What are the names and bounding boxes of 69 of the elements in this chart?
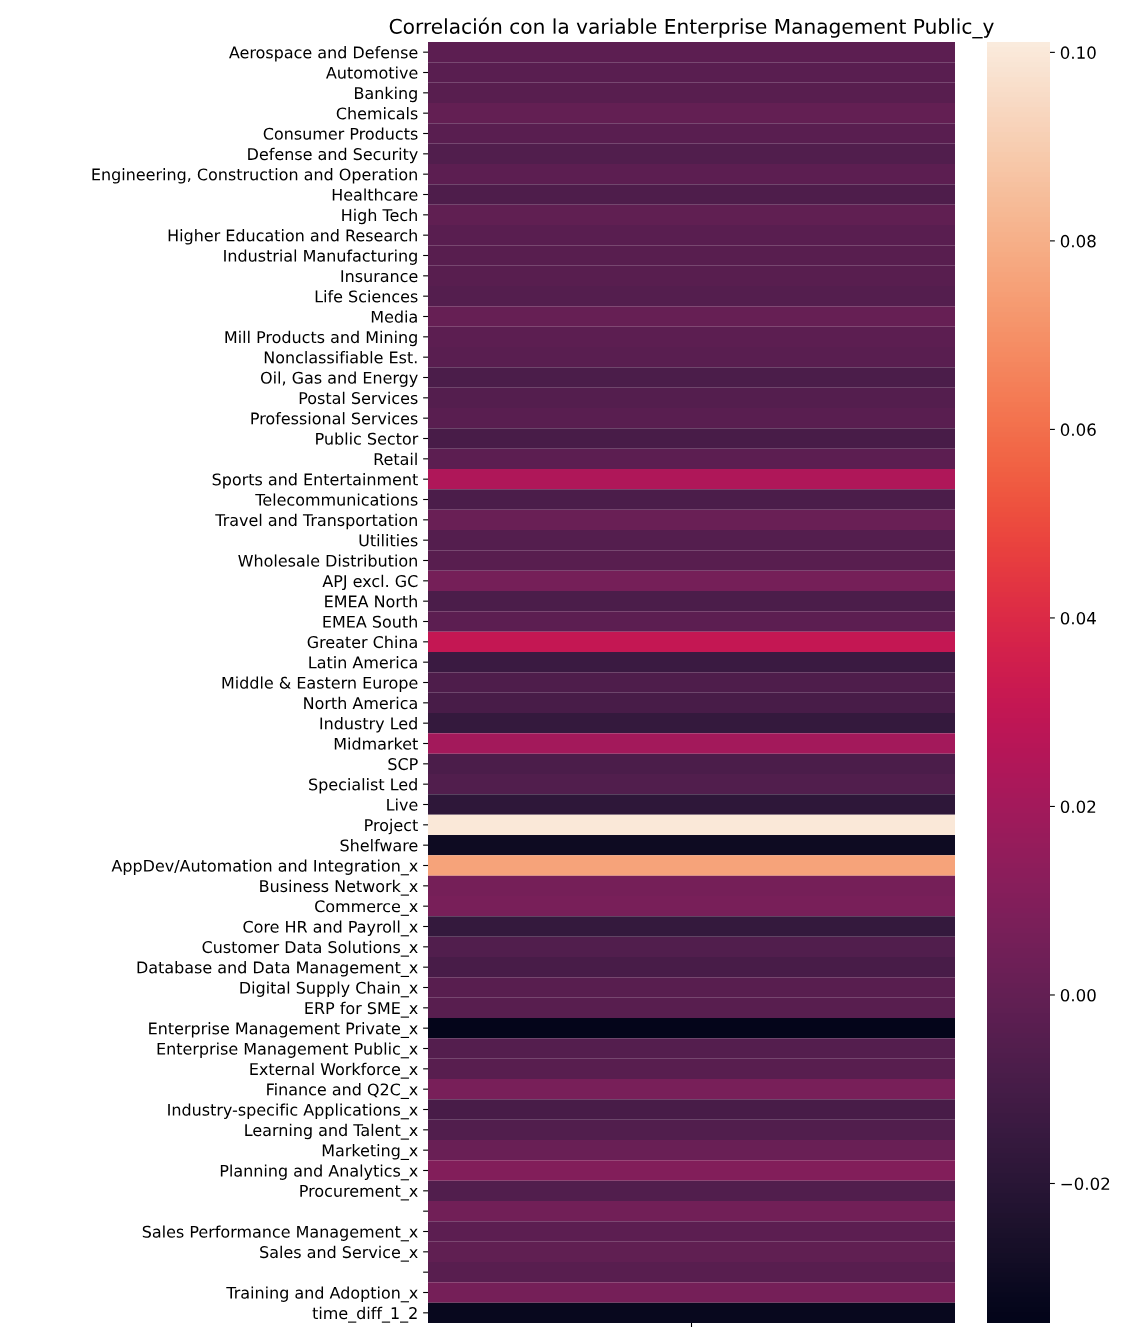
- y-tick-label: Engineering, Construction and Operation: [92, 168, 417, 184]
- y-tick-label: High Tech: [342, 208, 417, 225]
- y-tick-label: Customer Data Solutions_x: [202, 940, 418, 957]
- y-tick-label: Healthcare: [332, 188, 418, 201]
- y-tick-label: Core HR and Payroll_x: [243, 920, 418, 937]
- y-tick-label: APJ excl. GC: [322, 574, 418, 591]
- y-tick-label: Project: [365, 818, 418, 835]
- y-tick-label: External Workforce_x: [250, 1062, 418, 1079]
- y-tick-label: Consumer Products: [263, 127, 418, 140]
- y-tick-label: Postal Services: [299, 391, 418, 405]
- y-tick-label: Sports and Entertainment: [212, 473, 418, 489]
- y-tick-label: Database and Data Management_x: [137, 961, 418, 977]
- y-tick-label: Learning and Talent_x: [245, 1123, 418, 1140]
- y-tick-label: North America: [304, 696, 417, 710]
- chart-title: Correlación con la variable Enterprise Management Public_y: [389, 17, 994, 39]
- color-bar-label: 0.08: [1060, 234, 1096, 248]
- y-tick-label: Utilities: [359, 534, 418, 547]
- y-tick-label: Midmarket: [334, 737, 418, 750]
- y-tick-label: Enterprise Management Private_x: [149, 1022, 418, 1038]
- y-tick-label: Industrial Manufacturing: [224, 249, 417, 265]
- y-tick-label: ERP for SME_x: [305, 1001, 418, 1018]
- y-tick-label: Latin America: [309, 656, 417, 669]
- color-bar-label: −0.02: [1061, 1177, 1110, 1191]
- y-tick-label: Automotive: [326, 66, 418, 79]
- y-tick-label: Greater China: [307, 635, 417, 649]
- y-tick-label: Life Sciences: [315, 290, 418, 303]
- color-bar-label: 0.00: [1060, 988, 1096, 1002]
- y-tick-label: Live: [387, 798, 418, 811]
- color-bar-label: 0.02: [1060, 800, 1096, 814]
- y-tick-label: AppDev/Automation and Integration_x: [111, 859, 418, 876]
- y-tick-label: time_diff_1_2: [312, 1306, 417, 1323]
- y-tick-label: Enterprise Management Public_x: [157, 1042, 418, 1059]
- y-tick-label: Public Sector: [316, 432, 419, 445]
- y-tick-label: Insurance: [341, 270, 418, 283]
- y-tick-label: Commerce_x: [315, 900, 418, 916]
- y-tick-label: Business Network_x: [260, 879, 418, 896]
- y-tick-label: Telecommunications: [255, 493, 418, 506]
- y-tick-label: Aerospace and Defense: [229, 46, 418, 62]
- y-tick-label: Nonclassifiable Est.: [264, 351, 417, 364]
- y-tick-label: Training and Adoption_x: [226, 1286, 418, 1303]
- y-tick-label: Chemicals: [336, 107, 418, 120]
- y-tick-label: Digital Supply Chain_x: [240, 981, 418, 998]
- y-tick-label: Marketing_x: [322, 1144, 418, 1160]
- y-tick-label: SCP: [388, 758, 418, 771]
- y-tick-label: Mill Products and Mining: [225, 330, 417, 347]
- y-tick-label: Industry-specific Applications_x: [168, 1103, 418, 1120]
- y-tick-label: Higher Education and Research: [168, 229, 417, 245]
- y-tick-label: Shelfware: [340, 839, 418, 852]
- y-tick-label: Oil, Gas and Energy: [260, 371, 418, 387]
- y-tick-label: Sales and Service_x: [260, 1245, 418, 1262]
- y-tick-label: EMEA South: [323, 615, 417, 628]
- y-tick-label: Sales Performance Management_x: [142, 1225, 418, 1242]
- color-bar-label: 0.04: [1060, 611, 1096, 625]
- y-tick-label: Defense and Security: [248, 147, 418, 164]
- y-tick-label: Retail: [374, 452, 417, 466]
- y-tick-label: Planning and Analytics_x: [220, 1164, 418, 1181]
- color-bar-label: 0.10: [1060, 46, 1096, 59]
- y-tick-label: Industry Led: [320, 717, 417, 733]
- y-tick-label: Middle & Eastern Europe: [222, 676, 418, 692]
- y-tick-label: Banking: [355, 86, 417, 103]
- y-tick-label: Media: [371, 310, 417, 323]
- color-bar-label: 0.06: [1060, 423, 1096, 436]
- y-tick-label: Specialist Led: [309, 778, 417, 794]
- y-tick-label: Procurement_x: [300, 1185, 418, 1201]
- y-tick-label: Travel and Transportation: [215, 513, 417, 530]
- y-tick-label: Wholesale Distribution: [238, 554, 417, 567]
- y-tick-label: Finance and Q2C_x: [267, 1083, 418, 1099]
- y-tick-label: Professional Services: [251, 412, 418, 425]
- y-tick-label: EMEA North: [325, 595, 417, 608]
